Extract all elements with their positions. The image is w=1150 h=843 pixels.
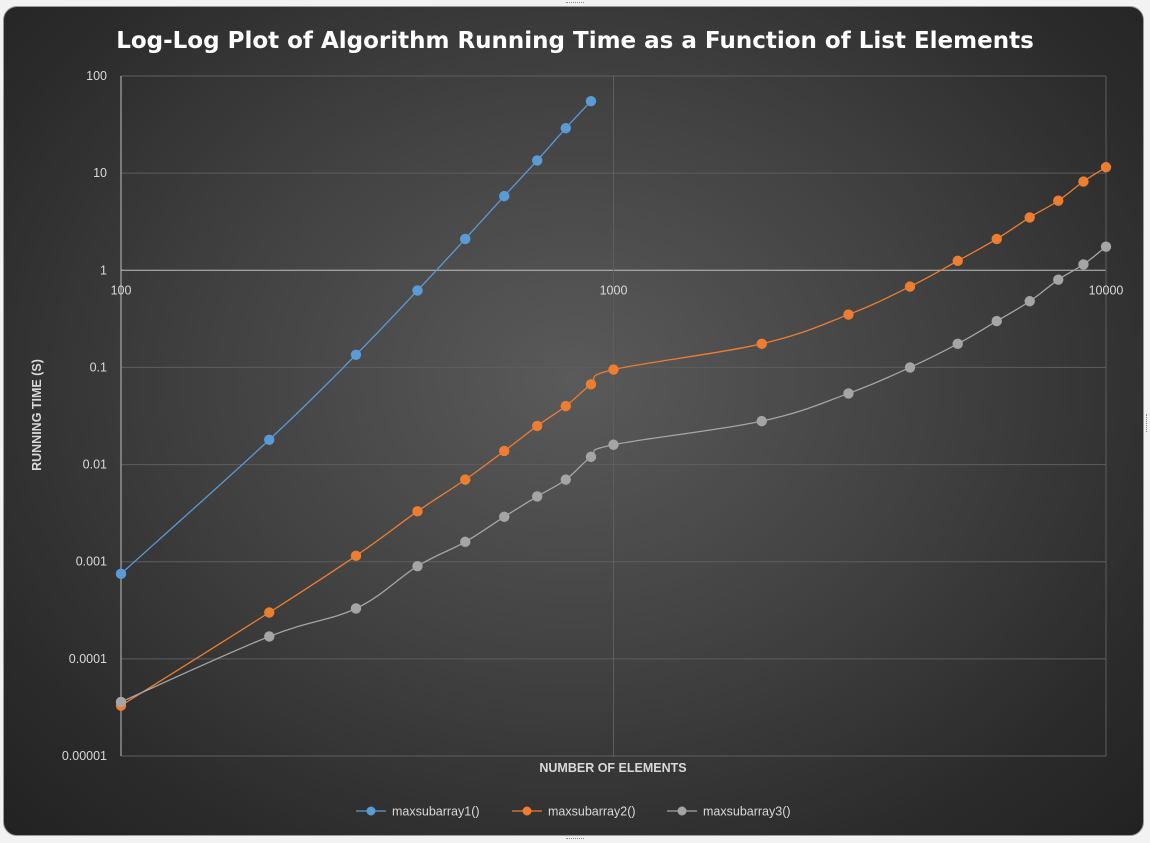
data-point[interactable] (412, 560, 423, 572)
x-axis-title: NUMBER OF ELEMENTS (539, 761, 686, 775)
x-tick-labels: 100 1000 10000 (111, 283, 1124, 297)
data-point[interactable] (585, 96, 597, 107)
legend: maxsubarray1() maxsubarray2() maxsubarray3… (356, 805, 791, 819)
legend-item[interactable]: maxsubarray2() (512, 805, 636, 819)
legend-label: maxsubarray3() (703, 805, 791, 819)
data-point[interactable] (1078, 259, 1089, 270)
data-point[interactable] (460, 536, 471, 548)
data-point[interactable] (1100, 241, 1112, 252)
series-layer (115, 96, 1112, 711)
series-1 (115, 96, 597, 580)
data-point[interactable] (264, 631, 275, 642)
legend-marker (522, 806, 532, 816)
data-point[interactable] (1024, 212, 1035, 223)
resize-handle-bottom[interactable] (566, 838, 584, 843)
grid-lines (120, 75, 1107, 757)
legend-marker (366, 806, 376, 816)
data-point[interactable] (843, 309, 854, 320)
data-point[interactable] (756, 338, 767, 350)
y-tick-label: 10 (93, 166, 107, 180)
y-tick-label: 0.0001 (69, 652, 107, 666)
data-point[interactable] (499, 511, 510, 522)
series-line (120, 100, 592, 575)
data-point[interactable] (756, 415, 767, 427)
y-tick-labels: 100 10 1 0.1 0.01 0.001 0.0001 0.00001 (62, 69, 107, 763)
data-point[interactable] (991, 233, 1002, 245)
data-point[interactable] (499, 445, 510, 457)
data-point[interactable] (264, 607, 275, 618)
chart-title: Log-Log Plot of Algorithm Running Time a… (116, 28, 1034, 54)
y-tick-label: 100 (86, 69, 107, 83)
data-point[interactable] (532, 155, 543, 166)
data-point[interactable] (1053, 274, 1064, 285)
data-point[interactable] (843, 388, 854, 399)
data-point[interactable] (585, 451, 597, 463)
legend-item[interactable]: maxsubarray1() (356, 805, 480, 819)
chart-area[interactable] (3, 6, 1144, 836)
y-tick-label: 1 (100, 263, 107, 277)
data-point[interactable] (499, 190, 510, 202)
y-tick-label: 0.001 (76, 555, 107, 569)
data-point[interactable] (1024, 296, 1035, 307)
series-3 (115, 241, 1112, 708)
y-tick-label: 0.01 (83, 458, 107, 472)
data-point[interactable] (460, 233, 471, 245)
resize-handle-right[interactable] (1146, 414, 1150, 432)
data-point[interactable] (412, 506, 423, 517)
data-point[interactable] (991, 315, 1002, 327)
data-point[interactable] (460, 474, 471, 485)
data-point[interactable] (952, 338, 963, 350)
data-point[interactable] (115, 568, 127, 580)
data-point[interactable] (585, 379, 597, 390)
data-point[interactable] (952, 255, 963, 267)
legend-marker (677, 806, 687, 816)
data-point[interactable] (904, 362, 916, 373)
resize-handle-top[interactable] (566, 2, 584, 7)
data-point[interactable] (904, 281, 916, 292)
data-point[interactable] (532, 491, 543, 502)
data-point[interactable] (560, 123, 571, 134)
data-point[interactable] (350, 603, 362, 614)
y-axis-title: RUNNING TIME (S) (30, 359, 44, 471)
series-2 (115, 162, 1112, 711)
legend-label: maxsubarray1() (392, 805, 480, 819)
data-point[interactable] (412, 285, 423, 296)
data-point[interactable] (115, 696, 127, 708)
data-point[interactable] (1053, 195, 1064, 206)
x-tick-label: 100 (111, 283, 132, 297)
x-tick-label: 1000 (600, 283, 628, 297)
data-point[interactable] (608, 439, 619, 450)
data-point[interactable] (1100, 162, 1112, 173)
data-point[interactable] (560, 474, 571, 485)
data-point[interactable] (608, 364, 619, 375)
data-point[interactable] (350, 550, 362, 562)
data-point[interactable] (350, 349, 362, 360)
data-point[interactable] (1078, 176, 1089, 187)
data-point[interactable] (264, 434, 275, 445)
y-tick-label: 0.00001 (62, 749, 107, 763)
legend-item[interactable]: maxsubarray3() (667, 805, 791, 819)
x-tick-label: 10000 (1089, 283, 1124, 297)
data-point[interactable] (532, 420, 543, 432)
legend-label: maxsubarray2() (548, 805, 636, 819)
data-point[interactable] (560, 400, 571, 412)
y-tick-label: 0.1 (90, 360, 107, 374)
